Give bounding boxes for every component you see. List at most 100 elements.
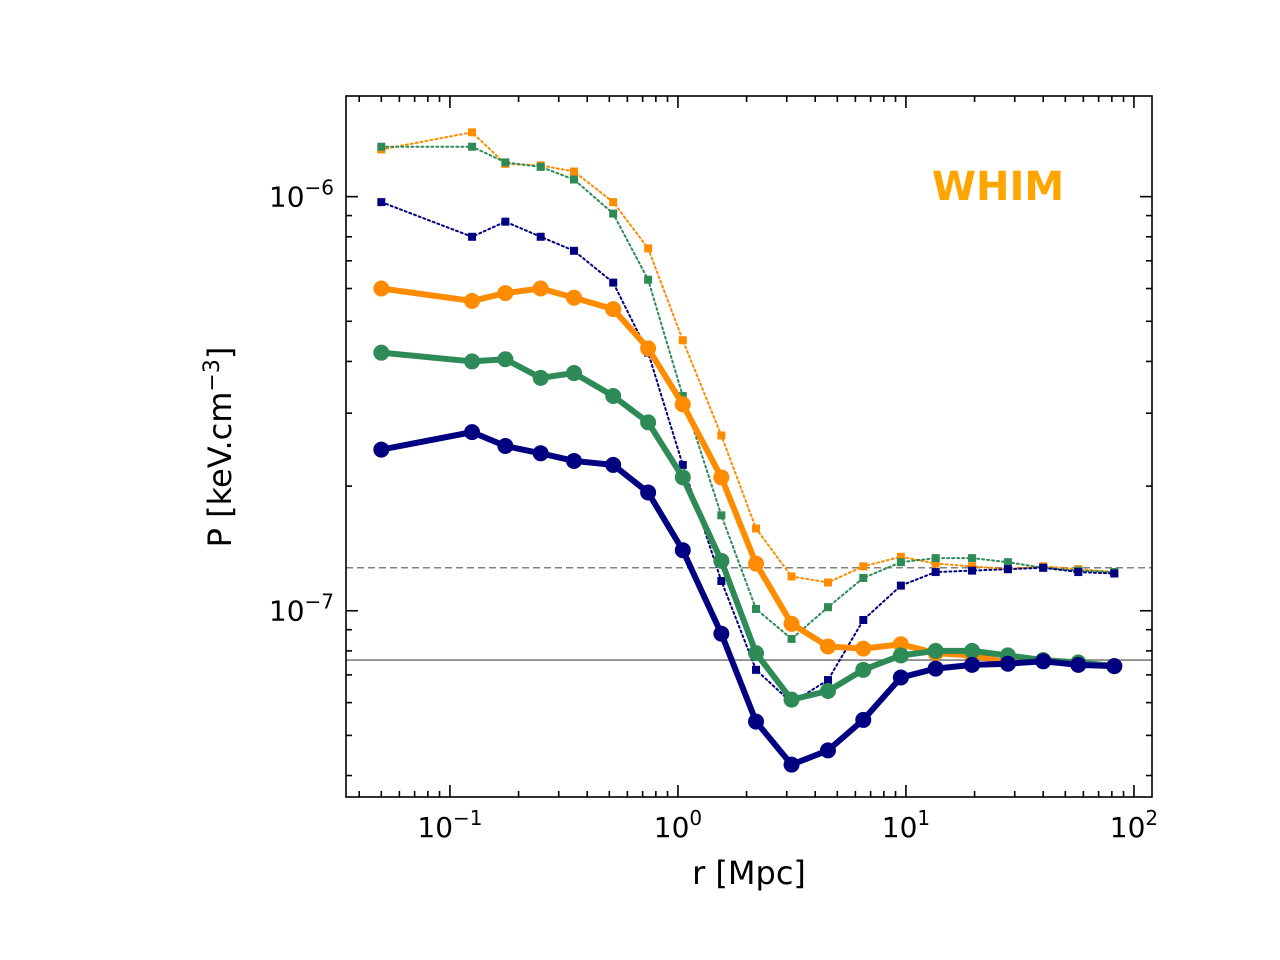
x-tick-label: 102 xyxy=(1110,806,1158,844)
data-point xyxy=(964,656,981,673)
data-point xyxy=(569,175,578,184)
data-point xyxy=(713,469,730,486)
data-point xyxy=(1003,565,1012,574)
data-point xyxy=(717,511,726,520)
data-point xyxy=(532,445,549,462)
data-point xyxy=(1003,558,1012,567)
data-point xyxy=(783,691,800,708)
y-tick-label-exp: −7 xyxy=(305,590,334,614)
data-point xyxy=(565,289,582,306)
series-navy-solid xyxy=(373,424,1123,773)
data-point xyxy=(823,676,832,685)
data-point xyxy=(1039,563,1048,572)
data-point xyxy=(678,336,687,345)
data-point xyxy=(931,554,940,563)
data-point xyxy=(605,388,622,405)
data-point xyxy=(609,209,618,218)
x-tick-label: 10−1 xyxy=(417,806,482,844)
data-point xyxy=(536,232,545,241)
data-point xyxy=(859,615,868,624)
x-tick-label-base: 10 xyxy=(654,811,690,844)
data-point xyxy=(1110,569,1119,578)
data-point xyxy=(859,573,868,582)
x-tick-label: 101 xyxy=(882,806,930,844)
y-tick-label: 10−7 xyxy=(269,590,334,628)
data-point xyxy=(999,655,1016,672)
data-point xyxy=(892,636,909,653)
data-point xyxy=(468,128,477,137)
x-tick-label-base: 10 xyxy=(417,811,453,844)
data-point xyxy=(501,158,510,167)
y-tick-label: 10−6 xyxy=(269,176,334,214)
data-point xyxy=(532,369,549,386)
data-point xyxy=(819,742,836,759)
data-point xyxy=(1070,656,1087,673)
data-point xyxy=(674,396,691,413)
data-point xyxy=(678,460,687,469)
series-layer xyxy=(373,128,1123,773)
data-point xyxy=(373,441,390,458)
data-point xyxy=(823,603,832,612)
y-axis-label-base: P [keV.cm xyxy=(201,392,239,548)
data-point xyxy=(713,625,730,642)
data-point xyxy=(968,562,977,571)
data-point xyxy=(497,437,514,454)
y-tick-label-base: 10 xyxy=(269,595,305,628)
data-point xyxy=(1074,568,1083,577)
data-point xyxy=(896,558,905,567)
data-point xyxy=(931,568,940,577)
data-point xyxy=(1035,653,1052,670)
data-point xyxy=(968,554,977,563)
data-point xyxy=(1106,658,1123,675)
series-green-solid xyxy=(373,344,1123,708)
data-point xyxy=(892,669,909,686)
data-point xyxy=(717,576,726,585)
data-point xyxy=(927,660,944,677)
data-point xyxy=(468,232,477,241)
plot-frame xyxy=(345,95,1153,798)
data-point xyxy=(787,634,796,643)
data-point xyxy=(605,301,622,318)
y-tick-label-exp: −6 xyxy=(305,176,334,200)
data-point xyxy=(819,638,836,655)
series-line-navy-dotted xyxy=(380,201,1116,704)
data-point xyxy=(855,640,872,657)
data-point xyxy=(748,713,765,730)
data-point xyxy=(896,581,905,590)
y-axis-label-close: ] xyxy=(201,347,239,359)
y-axis-label-exp: −3 xyxy=(200,359,225,391)
data-point xyxy=(859,562,868,571)
x-tick-label-base: 10 xyxy=(1110,811,1146,844)
data-point xyxy=(713,552,730,569)
data-point xyxy=(377,198,386,207)
data-point xyxy=(565,365,582,382)
x-tick-label-exp: 2 xyxy=(1145,806,1158,830)
data-point xyxy=(464,424,481,441)
data-point xyxy=(674,542,691,559)
data-point xyxy=(819,683,836,700)
data-point xyxy=(783,756,800,773)
data-point xyxy=(640,414,657,431)
series-line-green-dotted xyxy=(380,145,1116,640)
data-point xyxy=(377,142,386,151)
x-tick-label: 100 xyxy=(654,806,702,844)
x-tick-label-exp: 1 xyxy=(917,806,930,830)
data-point xyxy=(501,217,510,226)
data-point xyxy=(752,524,761,533)
data-point xyxy=(783,615,800,632)
data-point xyxy=(787,572,796,581)
data-point xyxy=(748,555,765,572)
data-point xyxy=(931,559,940,568)
data-point xyxy=(464,353,481,370)
data-point xyxy=(609,278,618,287)
data-point xyxy=(752,665,761,674)
data-point xyxy=(717,431,726,440)
data-point xyxy=(896,552,905,561)
y-axis-label: P [keV.cm−3] xyxy=(200,347,239,548)
data-point xyxy=(373,344,390,361)
data-point xyxy=(855,711,872,728)
data-point xyxy=(640,484,657,501)
y-tick-label-base: 10 xyxy=(269,181,305,214)
data-point xyxy=(752,604,761,613)
